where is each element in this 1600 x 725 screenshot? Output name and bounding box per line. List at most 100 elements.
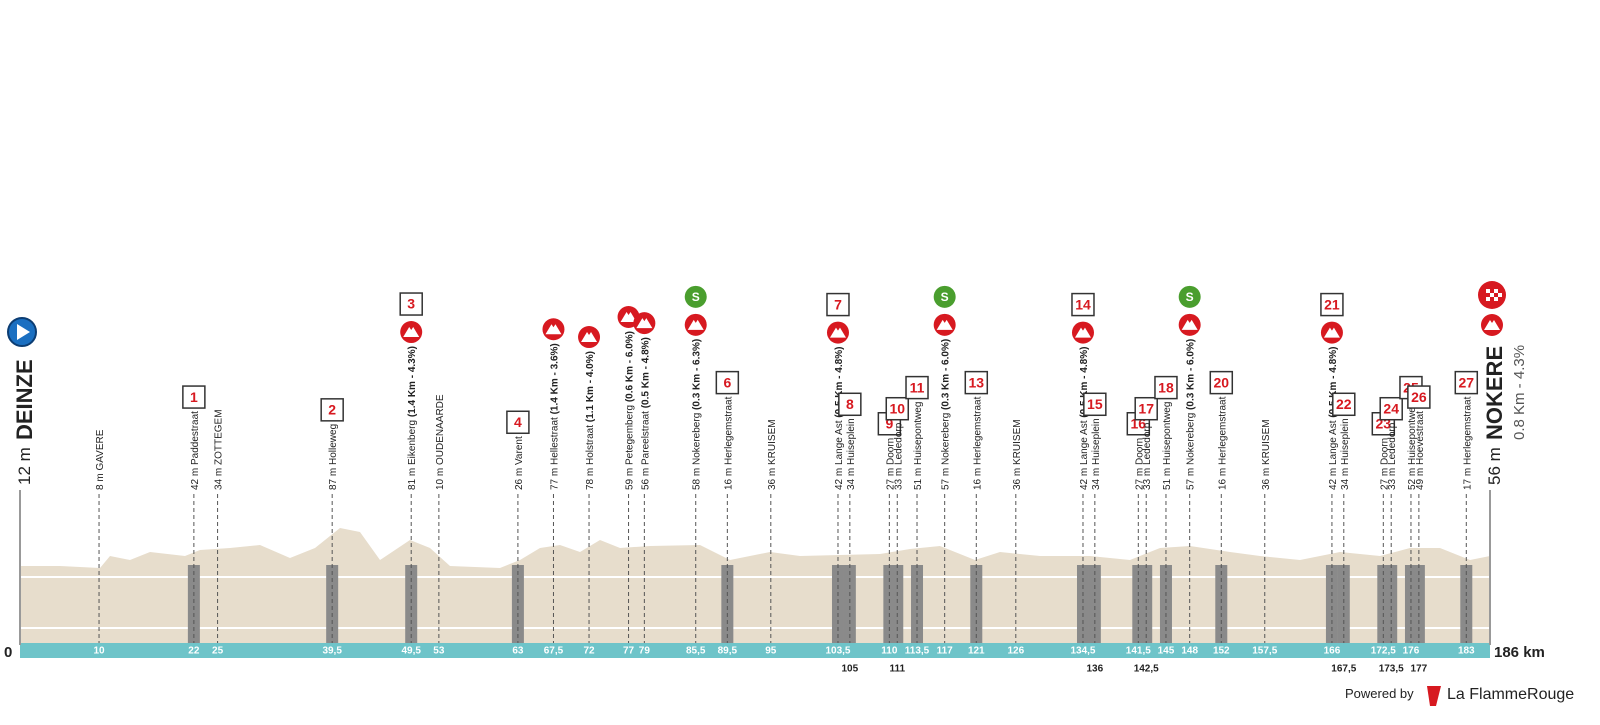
- point-label: 17 m Herlegemstraat: [1462, 396, 1473, 490]
- point-label: 8 m GAVERE: [95, 429, 106, 490]
- point-label: 42 m Lange Ast (0.5 Km - 4.8%): [834, 347, 845, 490]
- point-name: 17 m Herlegemstraat: [1462, 396, 1473, 490]
- point-name: 52 m Huisepontweg: [1407, 402, 1418, 490]
- km-label: 10: [93, 646, 105, 657]
- climb-info: (0.5 Km - 4.8%): [640, 337, 651, 408]
- sector-number: 10: [889, 400, 905, 416]
- sprint-letter: S: [692, 290, 700, 304]
- point-label: 57 m Nokereberg (0.3 Km - 6.0%): [1186, 339, 1197, 490]
- point-label: 34 m ZOTTEGEM: [214, 409, 225, 490]
- point-name: 16 m Herlegemstraat: [723, 396, 734, 490]
- climb-info: (0.3 Km - 6.0%): [941, 339, 952, 410]
- point-name: 87 m Holleweg: [328, 424, 339, 490]
- km-label: 136: [1086, 664, 1103, 675]
- climb-mountain: [403, 327, 420, 338]
- point-name: 34 m ZOTTEGEM: [214, 409, 225, 490]
- sector-number: 3: [407, 296, 415, 312]
- km-label: 177: [1411, 664, 1428, 675]
- point-name: 42 m Lange Ast: [1328, 420, 1339, 490]
- sector-box: [838, 392, 862, 417]
- point-label: 36 m KRUISEM: [1261, 419, 1272, 490]
- point-label: 27 m Doorn: [1379, 438, 1390, 490]
- point-label: 36 m KRUISEM: [767, 419, 778, 490]
- km-label: 113,5: [905, 646, 930, 657]
- point-label: 34 m Huiseplein: [1340, 418, 1351, 490]
- km-label: 173,5: [1379, 664, 1404, 675]
- km-label: 157,5: [1252, 646, 1277, 657]
- sector-shade: [831, 565, 844, 643]
- point-name: 42 m Lange Ast: [1079, 420, 1090, 490]
- km-label: 22: [188, 646, 200, 657]
- powered-by: Powered by: [1345, 686, 1414, 701]
- climb-info: (0.3 Km - 6.0%): [1186, 339, 1197, 410]
- sector-shade: [326, 565, 339, 643]
- point-name: 26 m Varent: [514, 436, 525, 490]
- finish-elevation: 56 m: [1485, 447, 1504, 485]
- km-label: 53: [433, 646, 445, 657]
- sector-shade: [970, 565, 983, 643]
- climb-info: (1.4 Km - 4.3%): [407, 346, 418, 417]
- point-name: 78 m Holstraat: [585, 425, 596, 490]
- sector-shade: [405, 565, 418, 643]
- point-label: 36 m KRUISEM: [1012, 419, 1023, 490]
- km-label: 79: [639, 646, 651, 657]
- sector-number: 21: [1324, 296, 1340, 312]
- point-label: 42 m Lange Ast (0.5 Km - 4.8%): [1079, 347, 1090, 490]
- km-label: 166: [1324, 646, 1341, 657]
- finish-climb: 0.8 Km - 4.3%: [1511, 345, 1528, 440]
- point-label: 42 m Lange Ast (0.5 Km - 4.8%): [1328, 347, 1339, 490]
- finish-km: 186 km: [1494, 644, 1545, 661]
- point-label: 81 m Eikenberg (1.4 Km - 4.3%): [407, 346, 418, 490]
- km-label: 72: [583, 646, 595, 657]
- point-name: 49 m Hoevestraat: [1415, 411, 1426, 490]
- sector-number: 8: [846, 396, 854, 412]
- climb-mountain: [687, 319, 704, 330]
- climb-mountain: [1181, 319, 1198, 330]
- point-label: 51 m Huisepontweg: [1162, 402, 1173, 490]
- point-label: 27 m Doorn: [885, 438, 896, 490]
- sector-shade: [1412, 565, 1425, 643]
- sector-number: 4: [514, 414, 522, 430]
- point-label: 56 m Pareelstraat (0.5 Km - 4.8%): [640, 337, 651, 490]
- climb-mountain: [1074, 327, 1091, 338]
- sector-number: 1: [190, 389, 198, 405]
- point-name: 27 m Doorn: [885, 438, 896, 490]
- km-label: 141,5: [1126, 646, 1151, 657]
- climb-mountain: [1323, 327, 1340, 338]
- km-label: 89,5: [718, 646, 738, 657]
- climb-mountain: [1484, 320, 1500, 330]
- brand: La FlammeRouge: [1447, 686, 1574, 703]
- km-label: 111: [889, 664, 905, 675]
- climb-mountain: [636, 318, 653, 329]
- point-label: 52 m Huisepontweg: [1407, 402, 1418, 490]
- sector-number: 26: [1411, 389, 1427, 405]
- sector-shade: [1140, 565, 1153, 643]
- km-label: 142,5: [1134, 664, 1159, 675]
- sector-box: [1332, 392, 1356, 417]
- point-label: 16 m Herlegemstraat: [723, 396, 734, 490]
- km-label: 49,5: [401, 646, 421, 657]
- point-label: 59 m Petegemberg (0.6 Km - 6.0%): [625, 331, 636, 490]
- point-name: 57 m Nokereberg: [941, 413, 952, 490]
- point-label: 51 m Huisepontweg: [913, 402, 924, 490]
- point-name: 36 m KRUISEM: [1261, 419, 1272, 490]
- sector-number: 24: [1383, 400, 1399, 416]
- sector-number: 22: [1336, 396, 1352, 412]
- sector-number: 9: [885, 415, 893, 431]
- sector-box: [964, 370, 989, 395]
- sector-number: 14: [1075, 296, 1091, 312]
- sector-number: 15: [1087, 396, 1103, 412]
- start-elevation: 12 m: [15, 447, 34, 485]
- point-label: 16 m Herlegemstraat: [1217, 396, 1228, 490]
- point-label: 34 m Huiseplein: [1091, 418, 1102, 490]
- point-name: 42 m Lange Ast: [834, 420, 845, 490]
- sector-shade: [721, 565, 734, 643]
- climb-info: (1.1 Km - 4.0%): [585, 351, 596, 422]
- sector-number: 27: [1459, 374, 1475, 390]
- sector-shade: [1088, 565, 1101, 643]
- sector-shade: [911, 565, 924, 643]
- sector-box: [1083, 392, 1107, 417]
- sector-shade: [891, 565, 904, 643]
- sector-number: 20: [1214, 374, 1230, 390]
- km-label: 134,5: [1070, 646, 1095, 657]
